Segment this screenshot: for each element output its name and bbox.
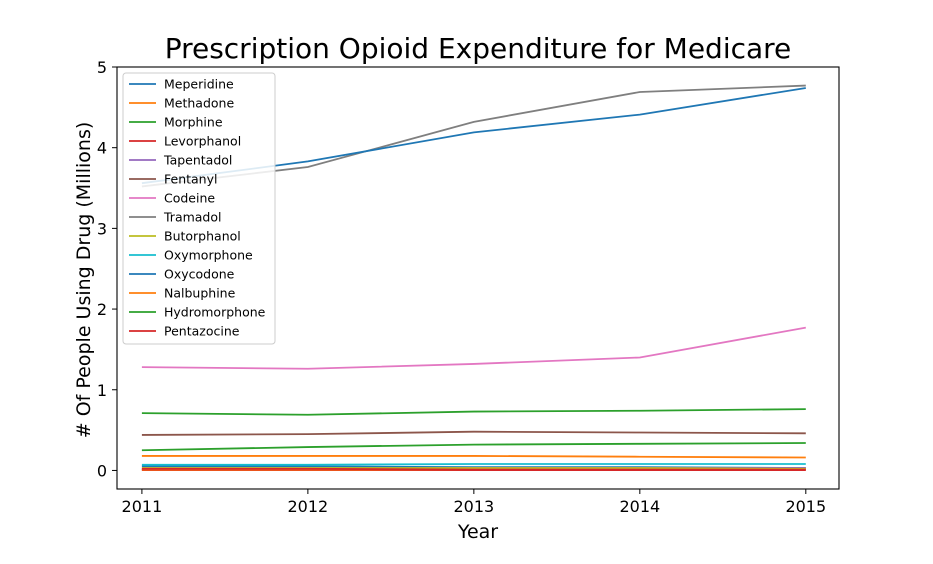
series-line-hydromorphone [141, 408, 806, 416]
axes: 2011 2012 2013 2014 2015 0 1 2 3 4 5 [97, 58, 840, 516]
plot-frame [116, 66, 840, 490]
legend: Meperidine Methadone Morphine Levorphanol Ta… [122, 72, 276, 345]
legend-label: Methadone [164, 96, 234, 111]
series-line-codeine [141, 326, 806, 370]
y-tick-label: 5 [97, 58, 107, 77]
legend-label: Nalbuphine [164, 286, 236, 301]
x-tick-label: 2013 [453, 497, 494, 516]
legend-label: Levorphanol [164, 134, 241, 149]
series-line-oxymorphone [141, 463, 806, 466]
x-tick-label: 2015 [785, 497, 826, 516]
legend-label: Codeine [164, 191, 215, 206]
legend-label: Morphine [164, 115, 223, 130]
y-tick-label: 0 [97, 461, 107, 480]
legend-label: Tapentadol [163, 153, 232, 168]
series-line-methadone [141, 455, 806, 459]
legend-box [122, 72, 276, 345]
x-tick-label: 2012 [288, 497, 329, 516]
legend-label: Butorphanol [164, 229, 241, 244]
y-tick-label: 1 [97, 381, 107, 400]
legend-label: Tramadol [163, 210, 222, 225]
series-line-fentanyl [141, 430, 806, 436]
y-tick-label: 4 [97, 139, 107, 158]
series-line-morphine [141, 442, 806, 452]
x-tick-label: 2011 [122, 497, 163, 516]
y-tick-label: 2 [97, 300, 107, 319]
legend-label: Hydromorphone [164, 305, 266, 320]
legend-label: Oxymorphone [164, 248, 253, 263]
y-axis-label: # Of People Using Drug (Millions) [73, 122, 95, 439]
legend-label: Pentazocine [164, 324, 240, 339]
legend-label: Oxycodone [164, 267, 235, 282]
x-axis-label: Year [457, 521, 498, 543]
series-line-pentazocine [141, 467, 806, 471]
chart-title: Prescription Opioid Expenditure for Medi… [165, 32, 792, 65]
legend-label: Fentanyl [164, 172, 217, 187]
x-tick-label: 2014 [619, 497, 660, 516]
legend-label: Meperidine [164, 77, 234, 92]
y-tick-label: 3 [97, 219, 107, 238]
